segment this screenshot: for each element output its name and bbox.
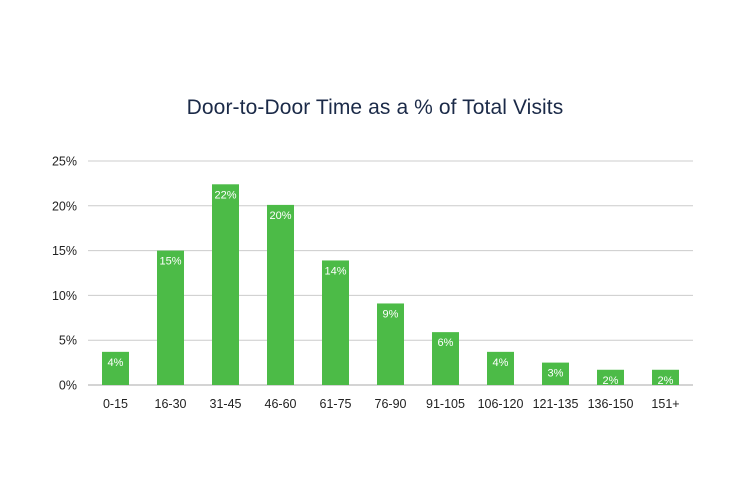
y-axis-ticks: 0% 5% 10% 15% 20% 25% — [52, 155, 77, 393]
bar — [652, 369, 679, 385]
bar — [102, 351, 129, 385]
bar-data-label: 6% — [438, 337, 454, 349]
bar — [212, 184, 239, 385]
bar — [157, 250, 184, 385]
bar-data-label: 15% — [159, 256, 181, 268]
bar-data-label: 22% — [214, 189, 236, 201]
bar — [377, 303, 404, 385]
x-axis-ticks: 0-15 16-30 31-45 46-60 61-75 76-90 91-105 106-1… — [103, 397, 680, 411]
bar — [267, 204, 294, 385]
bar-data-label: 20% — [269, 210, 291, 222]
bar-data-label: 2% — [603, 375, 619, 387]
bar-data-label: 4% — [108, 357, 124, 369]
y-tick-label: 5% — [59, 334, 77, 348]
x-tick-label: 16-30 — [155, 397, 187, 411]
x-tick-label: 0-15 — [103, 397, 128, 411]
bar — [322, 260, 349, 385]
x-tick-label: 46-60 — [265, 397, 297, 411]
bar — [487, 351, 514, 385]
bar-data-label: 4% — [493, 357, 509, 369]
x-tick-label: 61-75 — [320, 397, 352, 411]
x-tick-label: 31-45 — [210, 397, 242, 411]
x-tick-label: 76-90 — [375, 397, 407, 411]
y-tick-label: 0% — [59, 379, 77, 393]
bar-data-label: 14% — [324, 265, 346, 277]
bar-data-label: 2% — [658, 375, 674, 387]
y-tick-label: 10% — [52, 289, 77, 303]
y-tick-label: 25% — [52, 155, 77, 169]
y-tick-label: 20% — [52, 199, 77, 213]
bars: 4% 15% 22% 20% 14% 9% 6% 4% 3% 2% 2% — [102, 184, 679, 387]
bar — [542, 362, 569, 385]
y-tick-label: 15% — [52, 244, 77, 258]
x-tick-label: 91-105 — [426, 397, 465, 411]
bar — [597, 369, 624, 385]
x-tick-label: 121-135 — [533, 397, 579, 411]
x-tick-label: 106-120 — [478, 397, 524, 411]
bar — [432, 332, 459, 385]
chart-title: Door-to-Door Time as a % of Total Visits — [186, 96, 564, 119]
x-tick-label: 151+ — [651, 397, 679, 411]
x-tick-label: 136-150 — [588, 397, 634, 411]
bar-data-label: 9% — [383, 308, 399, 320]
bar-data-label: 3% — [548, 368, 564, 380]
